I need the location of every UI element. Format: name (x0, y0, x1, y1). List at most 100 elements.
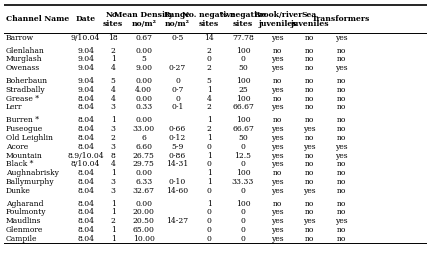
Text: 9.04: 9.04 (77, 77, 94, 85)
Text: 1: 1 (206, 178, 211, 186)
Text: no: no (273, 169, 282, 177)
Text: Old Leighlin: Old Leighlin (6, 134, 52, 142)
Text: 8.04: 8.04 (77, 217, 94, 225)
Text: no: no (336, 86, 345, 94)
Text: 0.00: 0.00 (135, 95, 152, 103)
Text: 2: 2 (206, 64, 211, 72)
Text: 100: 100 (235, 200, 250, 208)
Text: yes: yes (271, 208, 283, 216)
Text: 0-10: 0-10 (169, 178, 186, 186)
Text: Black *: Black * (6, 160, 33, 168)
Text: 66.67: 66.67 (231, 104, 253, 111)
Text: 0-1: 0-1 (171, 104, 183, 111)
Text: no: no (336, 187, 345, 195)
Text: no: no (336, 104, 345, 111)
Text: no: no (304, 86, 313, 94)
Text: no: no (336, 169, 345, 177)
Text: 4: 4 (111, 160, 115, 168)
Text: No. negative
sites: No. negative sites (182, 11, 235, 28)
Text: 25: 25 (237, 86, 247, 94)
Text: 4: 4 (111, 95, 115, 103)
Text: 8.04: 8.04 (77, 226, 94, 234)
Text: 0.00: 0.00 (135, 200, 152, 208)
Text: 0-27: 0-27 (169, 64, 186, 72)
Text: Boherbaun: Boherbaun (6, 77, 48, 85)
Text: no: no (336, 117, 345, 124)
Text: 2: 2 (111, 47, 115, 55)
Text: 8.9/10.04: 8.9/10.04 (67, 151, 104, 160)
Text: Poulmonty: Poulmonty (6, 208, 46, 216)
Text: yes: yes (271, 34, 283, 42)
Text: 8.04: 8.04 (77, 208, 94, 216)
Text: 8.04: 8.04 (77, 117, 94, 124)
Text: 4: 4 (206, 95, 211, 103)
Text: Sea
juveniles: Sea juveniles (289, 11, 328, 28)
Text: no: no (336, 160, 345, 168)
Text: 1: 1 (206, 134, 211, 142)
Text: 0-12: 0-12 (169, 134, 186, 142)
Text: yes: yes (302, 187, 315, 195)
Text: yes: yes (334, 151, 347, 160)
Text: 5-9: 5-9 (171, 143, 183, 151)
Text: no: no (304, 208, 313, 216)
Text: 14-31: 14-31 (166, 160, 188, 168)
Text: Acore: Acore (6, 143, 28, 151)
Text: yes: yes (302, 217, 315, 225)
Text: 8.04: 8.04 (77, 134, 94, 142)
Text: no: no (273, 77, 282, 85)
Text: no: no (304, 169, 313, 177)
Text: Glenlahan: Glenlahan (6, 47, 44, 55)
Text: 1: 1 (111, 226, 115, 234)
Text: 3: 3 (111, 143, 115, 151)
Text: 2: 2 (111, 134, 115, 142)
Text: 9/10.04: 9/10.04 (71, 34, 100, 42)
Text: yes: yes (271, 187, 283, 195)
Text: 1: 1 (111, 200, 115, 208)
Text: 100: 100 (235, 117, 250, 124)
Text: Campile: Campile (6, 235, 37, 243)
Text: no: no (304, 117, 313, 124)
Text: 14-60: 14-60 (166, 187, 188, 195)
Text: 0: 0 (240, 143, 245, 151)
Text: 1: 1 (206, 86, 211, 94)
Text: no: no (336, 95, 345, 103)
Text: 0.33: 0.33 (135, 104, 152, 111)
Text: 0: 0 (206, 55, 211, 63)
Text: 20.50: 20.50 (132, 217, 154, 225)
Text: 0-7: 0-7 (171, 86, 183, 94)
Text: 12.5: 12.5 (234, 151, 251, 160)
Text: 6: 6 (141, 134, 146, 142)
Text: no: no (304, 64, 313, 72)
Text: yes: yes (334, 143, 347, 151)
Text: 10.00: 10.00 (132, 235, 154, 243)
Text: no: no (336, 125, 345, 133)
Text: 1: 1 (111, 235, 115, 243)
Text: 0: 0 (240, 160, 245, 168)
Text: No.
sites: No. sites (103, 11, 123, 28)
Text: Dunke: Dunke (6, 187, 31, 195)
Text: Barrow: Barrow (6, 34, 34, 42)
Text: no: no (273, 117, 282, 124)
Text: 5: 5 (111, 77, 115, 85)
Text: Brook/river
juveniles: Brook/river juveniles (252, 11, 302, 28)
Text: 9.04: 9.04 (77, 47, 94, 55)
Text: 4: 4 (111, 86, 115, 94)
Text: no: no (336, 55, 345, 63)
Text: no: no (304, 226, 313, 234)
Text: 0.00: 0.00 (135, 117, 152, 124)
Text: 1: 1 (206, 117, 211, 124)
Text: 0: 0 (240, 226, 245, 234)
Text: no: no (273, 47, 282, 55)
Text: 3: 3 (111, 104, 115, 111)
Text: no: no (304, 47, 313, 55)
Text: 0-66: 0-66 (169, 125, 186, 133)
Text: yes: yes (334, 34, 347, 42)
Text: % negative
sites: % negative sites (219, 11, 265, 28)
Text: 50: 50 (237, 64, 247, 72)
Text: 6.33: 6.33 (135, 178, 152, 186)
Text: Transformers: Transformers (311, 15, 369, 23)
Text: 0: 0 (240, 217, 245, 225)
Text: yes: yes (271, 235, 283, 243)
Text: 5: 5 (141, 55, 146, 63)
Text: Stradbally: Stradbally (6, 86, 45, 94)
